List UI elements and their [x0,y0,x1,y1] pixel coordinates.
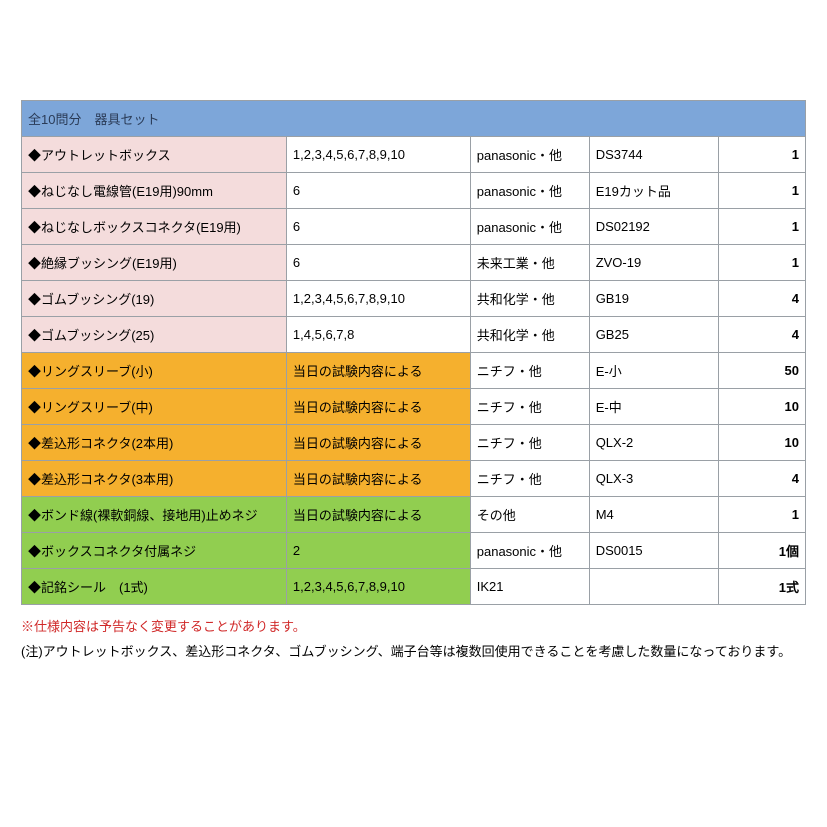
table-header-row: 全10問分 器具セット [22,101,806,137]
cell-name: ◆ボックスコネクタ付属ネジ [22,533,287,569]
cell-maker: panasonic・他 [470,137,589,173]
cell-qty: 4 [719,317,806,353]
table-body: 全10問分 器具セット ◆アウトレットボックス1,2,3,4,5,6,7,8,9… [22,101,806,605]
cell-range: 当日の試験内容による [286,497,470,533]
table-row: ◆差込形コネクタ(3本用)当日の試験内容によるニチフ・他QLX-34 [22,461,806,497]
cell-model: GB25 [589,317,719,353]
table-row: ◆絶縁ブッシング(E19用)6未来工業・他ZVO-191 [22,245,806,281]
cell-qty: 1個 [719,533,806,569]
cell-model: DS0015 [589,533,719,569]
cell-name: ◆差込形コネクタ(2本用) [22,425,287,461]
cell-maker: 共和化学・他 [470,281,589,317]
cell-qty: 50 [719,353,806,389]
cell-name: ◆ゴムブッシング(25) [22,317,287,353]
cell-maker: panasonic・他 [470,173,589,209]
cell-maker: 未来工業・他 [470,245,589,281]
cell-qty: 1 [719,245,806,281]
cell-range: 1,2,3,4,5,6,7,8,9,10 [286,569,470,605]
cell-range: 1,2,3,4,5,6,7,8,9,10 [286,137,470,173]
table-row: ◆記銘シール (1式)1,2,3,4,5,6,7,8,9,10IK21 1式 [22,569,806,605]
table-row: ◆ねじなしボックスコネクタ(E19用)6panasonic・他DS021921 [22,209,806,245]
cell-range: 6 [286,209,470,245]
cell-name: ◆絶縁ブッシング(E19用) [22,245,287,281]
note-warning: ※仕様内容は予告なく変更することがあります。 [21,615,806,640]
cell-range: 2 [286,533,470,569]
cell-maker: ニチフ・他 [470,389,589,425]
cell-model: E-小 [589,353,719,389]
cell-model [589,569,719,605]
cell-qty: 4 [719,461,806,497]
page: 全10問分 器具セット ◆アウトレットボックス1,2,3,4,5,6,7,8,9… [21,100,806,664]
table-row: ◆ねじなし電線管(E19用)90mm6panasonic・他E19カット品1 [22,173,806,209]
cell-model: E-中 [589,389,719,425]
cell-name: ◆ゴムブッシング(19) [22,281,287,317]
cell-qty: 1 [719,497,806,533]
cell-qty: 4 [719,281,806,317]
cell-range: 当日の試験内容による [286,461,470,497]
table-row: ◆アウトレットボックス1,2,3,4,5,6,7,8,9,10panasonic… [22,137,806,173]
cell-model: QLX-2 [589,425,719,461]
cell-name: ◆記銘シール (1式) [22,569,287,605]
cell-model: M4 [589,497,719,533]
cell-range: 6 [286,173,470,209]
table-row: ◆ボックスコネクタ付属ネジ2panasonic・他DS00151個 [22,533,806,569]
cell-name: ◆ねじなし電線管(E19用)90mm [22,173,287,209]
cell-model: QLX-3 [589,461,719,497]
cell-range: 1,2,3,4,5,6,7,8,9,10 [286,281,470,317]
cell-name: ◆アウトレットボックス [22,137,287,173]
note-info: (注)アウトレットボックス、差込形コネクタ、ゴムブッシング、端子台等は複数回使用… [21,640,806,665]
cell-name: ◆リングスリーブ(中) [22,389,287,425]
cell-maker: ニチフ・他 [470,353,589,389]
cell-model: E19カット品 [589,173,719,209]
table-row: ◆ボンド線(裸軟銅線、接地用)止めネジ当日の試験内容によるその他M41 [22,497,806,533]
cell-qty: 1 [719,173,806,209]
notes: ※仕様内容は予告なく変更することがあります。 (注)アウトレットボックス、差込形… [21,615,806,664]
cell-name: ◆差込形コネクタ(3本用) [22,461,287,497]
cell-name: ◆ボンド線(裸軟銅線、接地用)止めネジ [22,497,287,533]
table-row: ◆リングスリーブ(中)当日の試験内容によるニチフ・他E-中10 [22,389,806,425]
cell-name: ◆リングスリーブ(小) [22,353,287,389]
cell-qty: 1式 [719,569,806,605]
cell-range: 当日の試験内容による [286,389,470,425]
cell-range: 1,4,5,6,7,8 [286,317,470,353]
cell-model: DS02192 [589,209,719,245]
cell-model: ZVO-19 [589,245,719,281]
cell-model: DS3744 [589,137,719,173]
cell-model: GB19 [589,281,719,317]
table-title: 全10問分 器具セット [22,101,806,137]
cell-maker: ニチフ・他 [470,461,589,497]
cell-maker: ニチフ・他 [470,425,589,461]
table-row: ◆リングスリーブ(小)当日の試験内容によるニチフ・他E-小50 [22,353,806,389]
cell-qty: 10 [719,425,806,461]
cell-qty: 1 [719,209,806,245]
table-row: ◆差込形コネクタ(2本用)当日の試験内容によるニチフ・他QLX-210 [22,425,806,461]
cell-maker: その他 [470,497,589,533]
cell-range: 当日の試験内容による [286,353,470,389]
table-row: ◆ゴムブッシング(25)1,4,5,6,7,8共和化学・他GB254 [22,317,806,353]
cell-range: 当日の試験内容による [286,425,470,461]
cell-qty: 1 [719,137,806,173]
cell-maker: 共和化学・他 [470,317,589,353]
cell-qty: 10 [719,389,806,425]
cell-maker: panasonic・他 [470,209,589,245]
cell-maker: panasonic・他 [470,533,589,569]
cell-maker: IK21 [470,569,589,605]
cell-range: 6 [286,245,470,281]
table-row: ◆ゴムブッシング(19)1,2,3,4,5,6,7,8,9,10共和化学・他GB… [22,281,806,317]
cell-name: ◆ねじなしボックスコネクタ(E19用) [22,209,287,245]
parts-table: 全10問分 器具セット ◆アウトレットボックス1,2,3,4,5,6,7,8,9… [21,100,806,605]
